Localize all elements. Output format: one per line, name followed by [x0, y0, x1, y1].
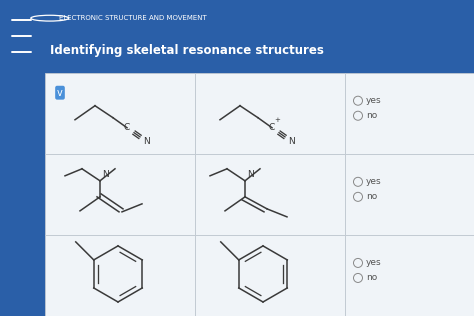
Text: N: N — [289, 137, 295, 146]
Bar — [45, 73, 195, 154]
Bar — [345, 235, 474, 316]
Text: yes: yes — [366, 177, 382, 186]
Bar — [45, 154, 195, 235]
Bar — [195, 154, 345, 235]
Text: C: C — [269, 123, 275, 132]
Text: N: N — [102, 170, 109, 179]
Text: yes: yes — [366, 96, 382, 105]
Text: N: N — [247, 170, 254, 179]
Text: no: no — [366, 273, 377, 283]
Text: +: + — [274, 117, 280, 123]
Bar — [345, 154, 474, 235]
Text: no: no — [366, 111, 377, 120]
Text: v: v — [57, 88, 63, 98]
Text: N: N — [144, 137, 150, 146]
Text: Identifying skeletal resonance structures: Identifying skeletal resonance structure… — [50, 44, 324, 58]
Text: ELECTRONIC STRUCTURE AND MOVEMENT: ELECTRONIC STRUCTURE AND MOVEMENT — [59, 15, 207, 21]
Text: yes: yes — [366, 258, 382, 267]
Bar — [45, 235, 195, 316]
Text: C: C — [124, 123, 130, 132]
Bar — [195, 235, 345, 316]
Bar — [195, 73, 345, 154]
Bar — [345, 73, 474, 154]
Text: no: no — [366, 192, 377, 201]
